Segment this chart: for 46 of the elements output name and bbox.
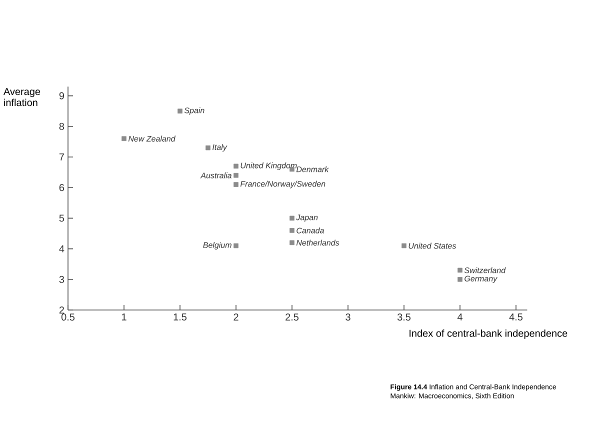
x-tick-label: 4.5 — [509, 314, 523, 320]
x-axis-title: Index of central-bank independence — [410, 330, 568, 339]
point — [178, 108, 182, 114]
annotation: Japan — [296, 214, 318, 222]
annotation: Netherlands — [296, 240, 340, 246]
annotation: Italy — [212, 144, 228, 152]
annotation: Denmark — [296, 166, 329, 172]
y-axis-title: Average inflation — [3, 88, 40, 106]
x-tick-label: 3 — [346, 314, 350, 321]
y-tick-label: 9 — [59, 92, 64, 100]
point — [122, 136, 126, 142]
point — [458, 268, 462, 273]
point — [234, 164, 238, 169]
annotation: United Kingdom — [240, 162, 297, 170]
annotation: United States — [408, 242, 456, 249]
point — [402, 243, 406, 248]
annotation: Belgium — [203, 242, 232, 250]
annotation: Switzerland — [464, 267, 506, 274]
point — [234, 182, 238, 187]
x-tick-label: 0.5 — [61, 314, 75, 321]
annotation: Germany — [464, 276, 498, 284]
x-tick-label: 1 — [122, 314, 126, 320]
x-tick-label: 2.5 — [286, 314, 299, 321]
x-tick-label: 4 — [457, 314, 462, 320]
point — [206, 145, 210, 150]
point — [234, 172, 238, 178]
point — [234, 243, 238, 248]
point — [290, 240, 294, 246]
annotation: Spain — [184, 107, 204, 115]
x-tick-label: 2 — [234, 314, 238, 320]
annotation: New Zealand — [128, 136, 176, 142]
y-tick-label: 3 — [59, 276, 64, 283]
point — [458, 276, 462, 282]
point — [290, 216, 294, 221]
y-tick-label: 8 — [59, 122, 64, 130]
x-tick-label: 1.5 — [174, 314, 187, 320]
point — [290, 228, 294, 233]
annotation: Australia — [200, 172, 232, 178]
y-tick-label: 7 — [59, 154, 64, 160]
annotation: France/Norway/Sweden — [240, 180, 326, 188]
x-tick-label: 3.5 — [397, 314, 411, 321]
y-tick-label: 6 — [59, 184, 64, 192]
annotation: Canada — [296, 227, 324, 234]
y-tick-label: 5 — [59, 214, 64, 222]
y-tick-label: 2 — [59, 306, 64, 314]
y-tick-label: 4 — [59, 245, 64, 252]
